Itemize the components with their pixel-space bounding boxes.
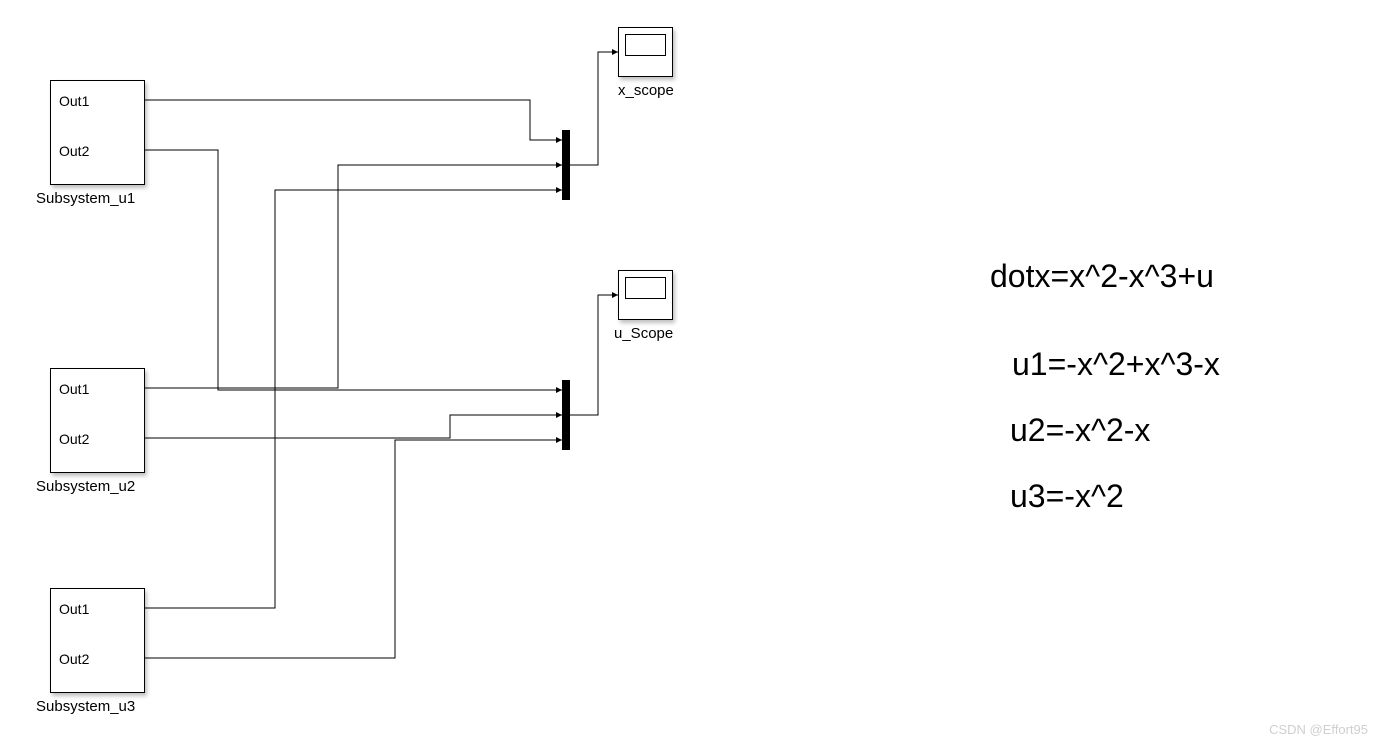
subsystem-u3-out1-label: Out1 xyxy=(59,601,89,617)
scope-screen-icon xyxy=(625,34,666,56)
subsystem-u3-out2-label: Out2 xyxy=(59,651,89,667)
equation-u2: u2=-x^2-x xyxy=(1010,414,1220,446)
wire-muxx-scopex xyxy=(570,52,618,165)
simulink-diagram: Out1 Out2 Subsystem_u1 Out1 Out2 Subsyst… xyxy=(0,0,720,753)
subsystem-u1-out2-label: Out2 xyxy=(59,143,89,159)
equation-dotx: dotx=x^2-x^3+u xyxy=(990,260,1220,292)
subsystem-u1-out1-label: Out1 xyxy=(59,93,89,109)
subsystem-u2-label: Subsystem_u2 xyxy=(36,478,135,495)
subsystem-u2-block[interactable]: Out1 Out2 xyxy=(50,368,145,473)
wire-u1out2-muxu xyxy=(145,150,562,390)
wire-u2out2-muxu xyxy=(145,415,562,438)
wire-u3out2-muxu xyxy=(145,440,562,658)
subsystem-u2-out1-label: Out1 xyxy=(59,381,89,397)
mux-x-block[interactable] xyxy=(562,130,570,200)
wire-u1out1-muxx xyxy=(145,100,562,140)
subsystem-u1-label: Subsystem_u1 xyxy=(36,190,135,207)
subsystem-u1-block[interactable]: Out1 Out2 xyxy=(50,80,145,185)
scope-x-label: x_scope xyxy=(618,82,674,99)
equation-u3: u3=-x^2 xyxy=(1010,480,1220,512)
scope-x-block[interactable] xyxy=(618,27,673,77)
mux-u-block[interactable] xyxy=(562,380,570,450)
wire-u3out1-muxx xyxy=(145,190,562,608)
subsystem-u3-label: Subsystem_u3 xyxy=(36,698,135,715)
scope-u-label: u_Scope xyxy=(614,325,673,342)
equation-u1: u1=-x^2+x^3-x xyxy=(1012,348,1220,380)
wire-muxu-scopeu xyxy=(570,295,618,415)
scope-screen-icon xyxy=(625,277,666,299)
equations-panel: dotx=x^2-x^3+u u1=-x^2+x^3-x u2=-x^2-x u… xyxy=(990,260,1220,546)
subsystem-u3-block[interactable]: Out1 Out2 xyxy=(50,588,145,693)
subsystem-u2-out2-label: Out2 xyxy=(59,431,89,447)
watermark-text: CSDN @Effort95 xyxy=(1269,722,1368,737)
scope-u-block[interactable] xyxy=(618,270,673,320)
wire-u2out1-muxx xyxy=(145,165,562,388)
